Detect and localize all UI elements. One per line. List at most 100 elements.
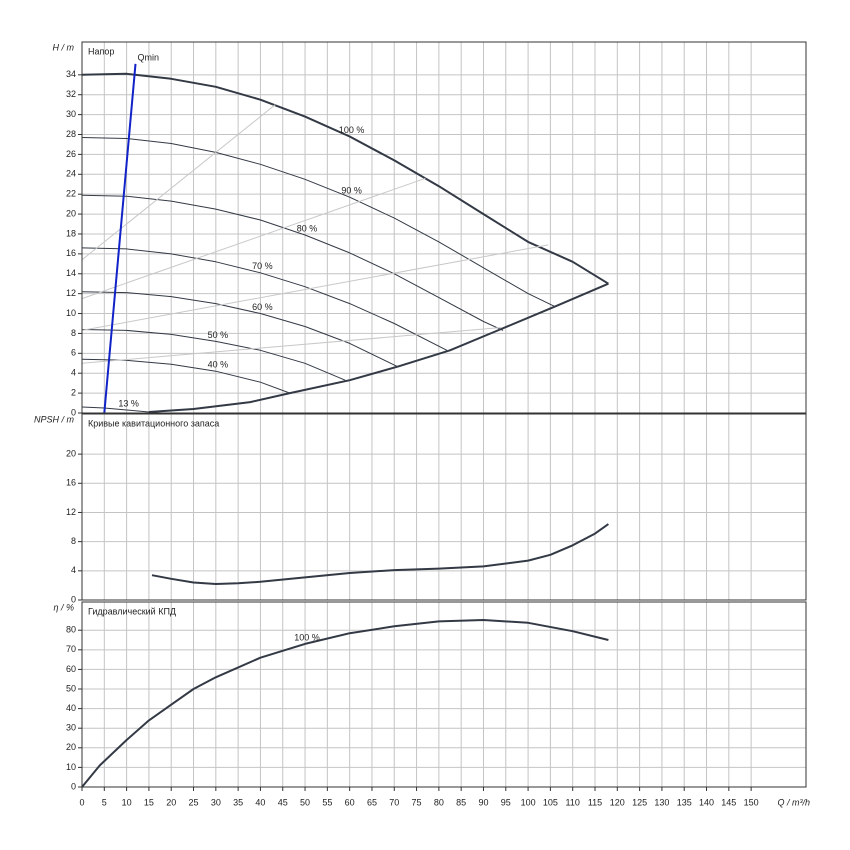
curve	[81, 406, 149, 413]
y-tick-label: 20	[66, 208, 76, 218]
curve	[103, 63, 137, 414]
x-tick-label: 130	[654, 797, 669, 807]
y-tick-label: 70	[66, 644, 76, 654]
x-tick-label: 30	[211, 797, 221, 807]
x-tick-label: 105	[543, 797, 558, 807]
x-tick-label: 75	[412, 797, 422, 807]
y-tick-label: 22	[66, 189, 76, 199]
x-tick-label: 15	[144, 797, 154, 807]
x-tick-label: 25	[189, 797, 199, 807]
x-tick-label: 100	[521, 797, 536, 807]
x-tick-label: 0	[79, 797, 84, 807]
y-tick-label: 50	[66, 683, 76, 693]
x-tick-label: 70	[389, 797, 399, 807]
y-tick-label: 28	[66, 129, 76, 139]
curve	[81, 244, 549, 331]
y-tick-label: 10	[66, 308, 76, 318]
x-tick-label: 145	[721, 797, 736, 807]
x-tick-label: 35	[233, 797, 243, 807]
curve	[81, 247, 448, 351]
curve	[81, 194, 504, 331]
y-tick-label: 12	[66, 288, 76, 298]
y-tick-label: 16	[66, 478, 76, 488]
curve-label: Qmin	[138, 52, 160, 62]
y-tick-label: 8	[71, 536, 76, 546]
y-tick-label: 30	[66, 723, 76, 733]
x-tick-label: 95	[501, 797, 511, 807]
curve	[81, 177, 426, 300]
y-tick-label: 20	[66, 448, 76, 458]
y-tick-label: 4	[71, 565, 76, 575]
y-tick-label: 18	[66, 228, 76, 238]
x-tick-label: 120	[610, 797, 625, 807]
curve-label: 80 %	[297, 223, 318, 233]
curve	[81, 619, 609, 788]
curve-label: 50 %	[208, 330, 229, 340]
plot-border	[81, 413, 807, 601]
plot-border	[81, 601, 807, 788]
x-tick-label: 10	[122, 797, 132, 807]
y-tick-label: 2	[71, 387, 76, 397]
x-tick-label: 85	[456, 797, 466, 807]
x-tick-label: 5	[102, 797, 107, 807]
y-tick-label: 24	[66, 169, 76, 179]
y-tick-label: 20	[66, 742, 76, 752]
panel-title: Напор	[88, 46, 114, 56]
x-tick-label: 50	[300, 797, 310, 807]
y-tick-label: 60	[66, 664, 76, 674]
plot-border	[81, 41, 807, 414]
y-axis-label: H / m	[53, 42, 75, 52]
x-tick-label: 60	[345, 797, 355, 807]
y-tick-label: 10	[66, 762, 76, 772]
curve-label: 40 %	[208, 360, 229, 370]
y-tick-label: 4	[71, 368, 76, 378]
panel-title: Кривые кавитационного запаса	[88, 418, 219, 428]
curve-label: 60 %	[252, 302, 273, 312]
curve	[148, 282, 609, 413]
x-tick-label: 40	[255, 797, 265, 807]
x-tick-label: 125	[632, 797, 647, 807]
x-tick-label: 80	[434, 797, 444, 807]
y-tick-label: 40	[66, 703, 76, 713]
y-tick-label: 34	[66, 69, 76, 79]
plot-area	[82, 602, 806, 787]
curve	[81, 329, 346, 381]
y-tick-label: 6	[71, 348, 76, 358]
y-tick-label: 32	[66, 89, 76, 99]
y-tick-label: 16	[66, 248, 76, 258]
curve	[81, 327, 502, 364]
y-tick-label: 26	[66, 149, 76, 159]
y-tick-label: 8	[71, 328, 76, 338]
y-tick-label: 14	[66, 268, 76, 278]
panel-title: Гидравлический КПД	[88, 606, 176, 616]
x-axis-label: Q / m³/h	[777, 797, 810, 807]
x-tick-label: 55	[322, 797, 332, 807]
y-axis-label: NPSH / m	[34, 414, 75, 424]
y-tick-label: 12	[66, 507, 76, 517]
curve	[151, 523, 609, 585]
curve	[81, 104, 276, 261]
curve-label: 90 %	[341, 186, 362, 196]
x-tick-label: 45	[278, 797, 288, 807]
y-tick-label: 0	[71, 781, 76, 791]
y-tick-label: 30	[66, 109, 76, 119]
plot-area	[82, 42, 806, 413]
y-axis-label: η / %	[53, 602, 74, 612]
curve-label: 100 %	[339, 125, 365, 135]
y-tick-label: 0	[71, 594, 76, 604]
curve	[81, 72, 609, 285]
x-tick-label: 135	[677, 797, 692, 807]
x-tick-label: 150	[744, 797, 759, 807]
curve	[81, 137, 556, 308]
x-tick-label: 110	[566, 797, 580, 807]
x-tick-label: 90	[478, 797, 488, 807]
curve-label: 70 %	[252, 261, 273, 271]
plot-area	[82, 414, 806, 600]
x-tick-label: 140	[699, 797, 714, 807]
x-tick-label: 20	[166, 797, 176, 807]
y-tick-label: 0	[71, 407, 76, 417]
x-tick-label: 115	[588, 797, 602, 807]
curve-label: 13 %	[118, 398, 139, 408]
x-tick-label: 65	[367, 797, 377, 807]
